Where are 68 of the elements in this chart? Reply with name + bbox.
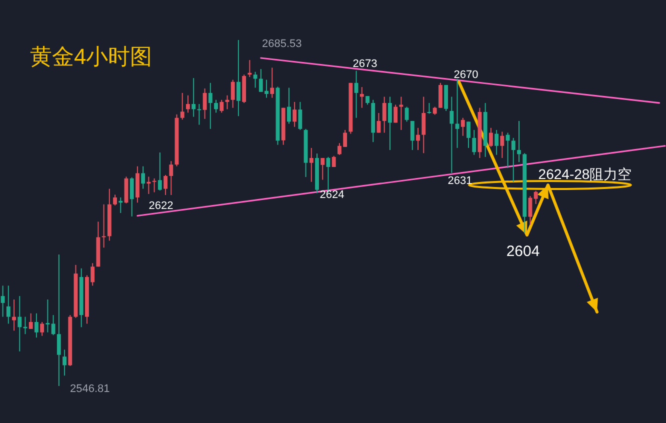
chart-title: 黄金4小时图 <box>30 44 152 69</box>
candlestick <box>286 87 291 124</box>
candlestick <box>416 127 420 151</box>
annotation: 2670 <box>454 69 478 81</box>
candlestick <box>320 157 325 180</box>
candlestick <box>152 178 156 193</box>
candlestick <box>399 96 404 130</box>
candlestick <box>253 71 258 88</box>
candlestick <box>472 129 476 156</box>
candlestick <box>51 314 56 336</box>
annotation: 2622 <box>148 200 174 212</box>
candlestick <box>444 84 448 112</box>
candlestick <box>34 312 38 338</box>
candlestick <box>388 96 392 151</box>
candlestick <box>28 312 33 330</box>
candlestick <box>438 82 442 108</box>
candlestick <box>0 285 5 318</box>
candlestick <box>18 296 22 352</box>
annotation: 2624-28阻力空 <box>538 166 632 182</box>
candlestick <box>422 96 426 154</box>
candlestick <box>169 160 174 196</box>
candlestick <box>360 86 364 108</box>
annotation: 2685.53 <box>262 38 302 50</box>
annotation: 2604 <box>506 243 540 260</box>
annotation: 2624 <box>320 189 344 201</box>
candlestick <box>192 78 196 118</box>
candlestick <box>450 96 454 174</box>
candlestick <box>500 131 504 158</box>
candlestick <box>46 299 50 333</box>
candlestick <box>394 104 398 124</box>
candlestick <box>12 299 16 332</box>
candlestick <box>164 174 168 196</box>
candlestick <box>141 166 146 190</box>
candlestick <box>332 155 336 168</box>
candlestick <box>197 104 202 126</box>
candlestick <box>180 92 184 120</box>
candlestick <box>208 82 212 130</box>
candlestick <box>230 79 235 108</box>
candlestick <box>466 121 470 148</box>
annotation: 2546.81 <box>70 383 110 395</box>
candlestick <box>511 137 516 182</box>
candlestick <box>56 254 61 386</box>
candlestick <box>455 78 460 148</box>
annotation: 2673 <box>352 58 378 70</box>
candlestick <box>62 349 66 376</box>
candlestick <box>220 99 224 114</box>
candlestick <box>214 99 218 114</box>
candlestick <box>494 129 499 156</box>
candlestick <box>158 152 162 192</box>
candlestick <box>534 190 538 205</box>
candlestick <box>113 194 117 206</box>
candlestick <box>488 127 493 148</box>
candlestick <box>298 101 302 130</box>
candlestick <box>460 117 465 136</box>
candlestick <box>6 285 10 324</box>
candlestick <box>270 67 274 98</box>
candlestick <box>382 96 386 134</box>
candlestick <box>130 176 134 217</box>
annotation: 2631 <box>448 175 472 187</box>
candlestick <box>292 101 297 128</box>
candlestick <box>236 40 240 117</box>
candlestick <box>40 321 44 336</box>
candlestick <box>102 204 106 248</box>
candlestick <box>517 120 521 163</box>
candlestick <box>186 94 190 114</box>
candlestick <box>410 120 414 151</box>
candlestick <box>309 147 314 182</box>
candlestick <box>202 88 207 120</box>
